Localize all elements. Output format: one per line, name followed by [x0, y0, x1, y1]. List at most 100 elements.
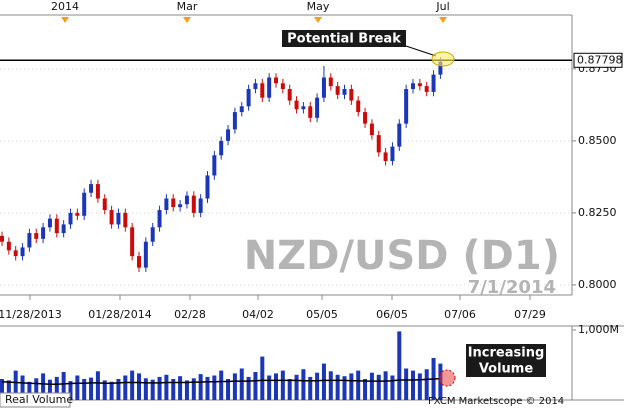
candle-body [321, 77, 326, 98]
volume-bar [301, 369, 306, 400]
candle-body [171, 198, 176, 208]
candle-body [212, 155, 217, 176]
candle-body [431, 74, 436, 92]
volume-bar [280, 370, 285, 400]
top-label: May [307, 0, 330, 13]
volume-bar [89, 377, 94, 400]
x-tick-label: 07/06 [444, 308, 476, 321]
volume-bar [226, 379, 231, 400]
volume-bar [404, 368, 409, 400]
volume-bar [6, 380, 11, 400]
candle-body [308, 106, 313, 118]
candle-body [280, 83, 285, 90]
volume-bar [349, 373, 354, 400]
candle-body [34, 233, 39, 239]
candle-body [116, 212, 121, 225]
candle-body [20, 247, 25, 257]
candle-body [41, 227, 46, 239]
volume-bar [171, 379, 176, 400]
candle-body [6, 241, 11, 251]
candle-body [75, 212, 80, 216]
candle-body [54, 218, 59, 234]
volume-bar [41, 373, 46, 400]
candle-body [417, 83, 422, 87]
candle-body [349, 89, 354, 101]
volume-bar [267, 375, 272, 400]
volume-bar [321, 363, 326, 400]
candle-body [123, 212, 128, 228]
annotation-pointer [405, 45, 437, 57]
volume-bar [205, 376, 210, 400]
candle-body [260, 83, 265, 98]
x-tick-label: 01/28/2014 [88, 308, 151, 321]
candle-body [438, 61, 443, 75]
volume-bar [54, 376, 59, 400]
volume-bar [383, 371, 388, 400]
volume-bar [376, 374, 381, 400]
candle-body [0, 235, 4, 242]
candle-body [315, 97, 320, 118]
top-marker [183, 17, 191, 23]
volume-bar [184, 380, 189, 400]
candle-body [376, 135, 381, 153]
candle-body [205, 175, 210, 199]
annotation-box [282, 30, 406, 47]
candle-body [424, 86, 429, 92]
candle-body [89, 184, 94, 193]
volume-bar [164, 374, 169, 400]
volume-bar [411, 370, 415, 400]
volume-bar [232, 373, 237, 400]
y-tick-label: 0.8250 [578, 206, 617, 219]
candle-body [246, 89, 251, 107]
candle-body [239, 106, 244, 113]
candle-body [232, 112, 237, 130]
candle-body [109, 210, 114, 225]
level-label-box [573, 52, 623, 68]
volume-bar [363, 379, 368, 400]
volume-bar [397, 331, 402, 400]
candle-body [253, 83, 258, 90]
volume-bar [68, 381, 73, 400]
volume-bar [274, 373, 278, 400]
volume-note: Volume [479, 362, 534, 377]
volume-bar [95, 371, 100, 400]
candle-body [130, 227, 135, 257]
level-label: 0.87798 [577, 53, 623, 66]
candle-body [342, 89, 347, 95]
candle-body [390, 146, 395, 162]
candle-body [219, 140, 224, 156]
top-label: Jul [435, 0, 449, 13]
candle-body [150, 227, 155, 242]
candle-body [383, 152, 388, 162]
volume-bar [294, 374, 299, 400]
volume-bar [109, 381, 114, 400]
volume-highlight [438, 369, 456, 387]
candle-body [82, 192, 87, 216]
volume-bar [212, 375, 217, 400]
volume-bar [116, 379, 121, 400]
volume-bar [335, 374, 340, 400]
volume-bar [27, 381, 32, 400]
volume-bar [191, 378, 196, 400]
volume-average [1, 377, 441, 385]
candle-body [178, 204, 183, 208]
candle-body [294, 100, 299, 110]
volume-bar [123, 375, 128, 400]
volume-bar [61, 372, 66, 400]
annotation: Potential Break [287, 32, 401, 47]
x-tick-label: 02/28 [174, 308, 206, 321]
volume-bar [178, 376, 183, 400]
x-tick-label: 06/05 [376, 308, 408, 321]
candle-body [267, 77, 272, 98]
top-marker [439, 17, 447, 23]
y-tick-label: 0.8000 [578, 278, 617, 291]
volume-bar [260, 356, 265, 400]
candle-body [191, 195, 196, 213]
volume-bar [137, 373, 141, 400]
volume-bar [417, 373, 422, 400]
candle-body [137, 256, 141, 268]
volume-bar [143, 378, 148, 400]
volume-bar [82, 379, 87, 400]
candle-body [274, 77, 278, 84]
